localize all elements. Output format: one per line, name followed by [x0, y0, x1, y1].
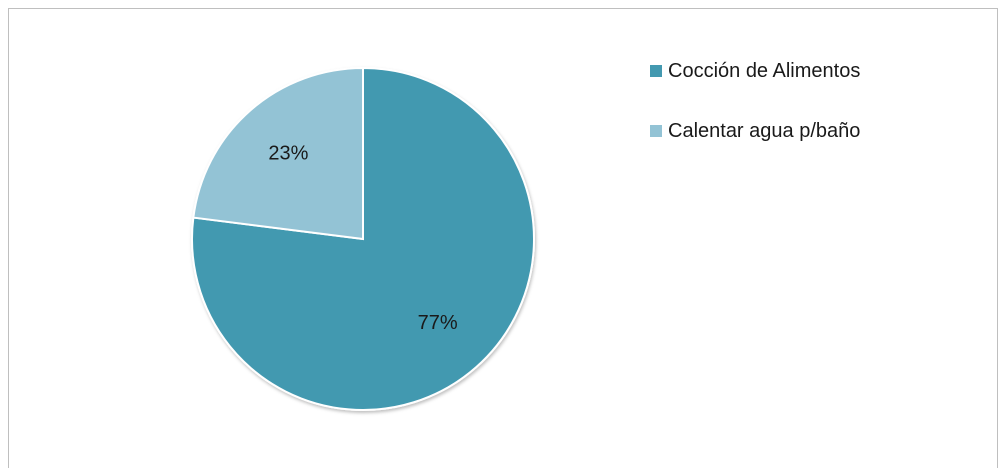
chart-frame	[8, 8, 998, 468]
legend-label-coccion: Cocción de Alimentos	[668, 59, 861, 82]
data-label-calentar: 23%	[268, 143, 308, 165]
legend: Cocción de Alimentos Calentar agua p/bañ…	[650, 58, 860, 178]
legend-item-calentar: Calentar agua p/baño	[650, 118, 860, 144]
data-label-coccion: 77%	[418, 312, 458, 334]
legend-swatch-coccion	[650, 65, 662, 77]
legend-label-calentar: Calentar agua p/baño	[668, 119, 861, 142]
legend-item-coccion: Cocción de Alimentos	[650, 58, 860, 84]
pie-slice-coccion	[191, 66, 535, 411]
pie-slice-calentar	[192, 66, 364, 241]
legend-swatch-calentar	[650, 125, 662, 137]
